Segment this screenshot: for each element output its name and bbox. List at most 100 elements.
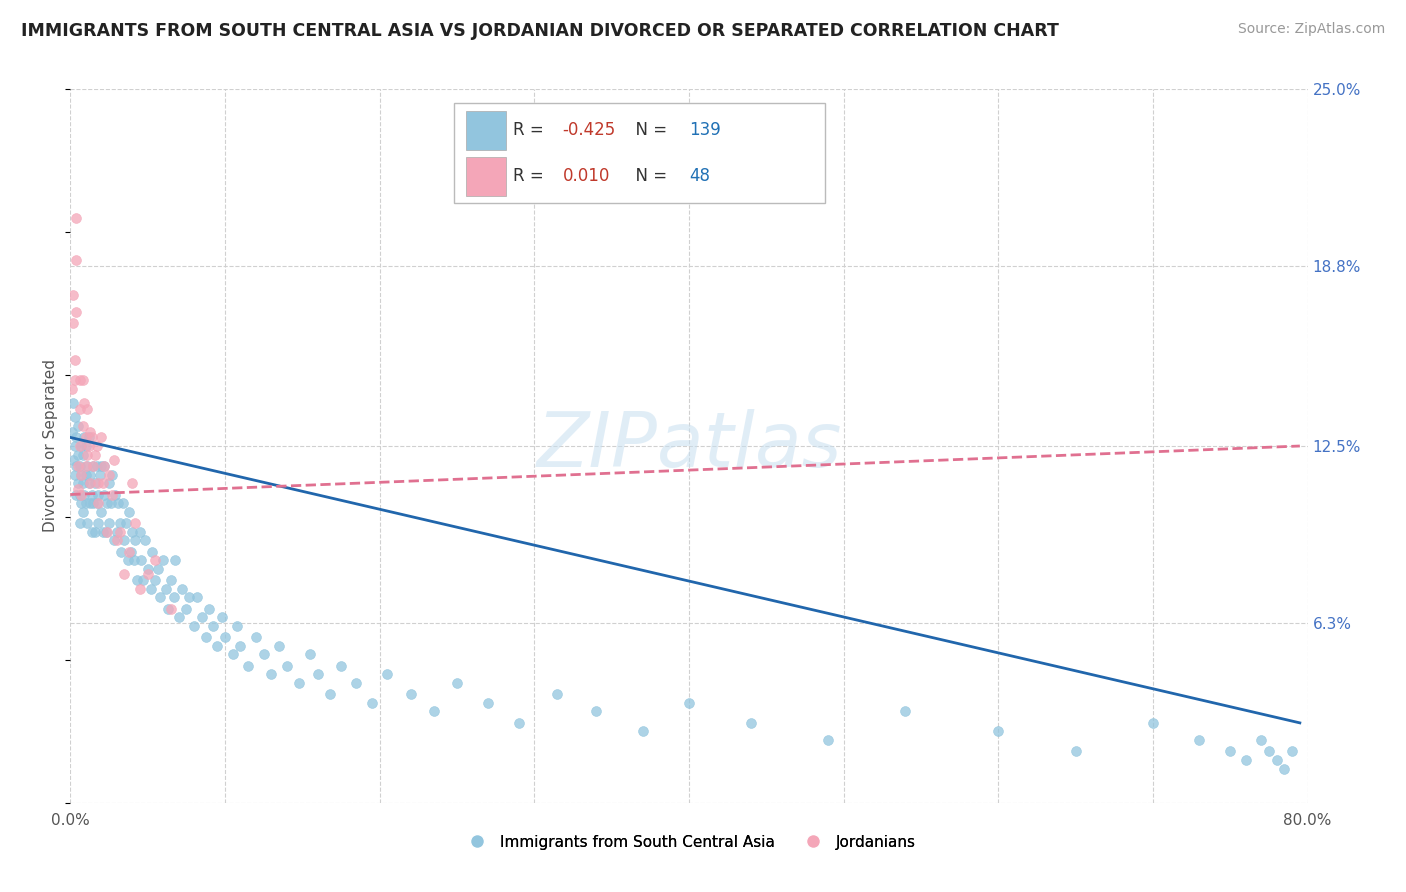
FancyBboxPatch shape [467, 112, 506, 150]
Point [79, 467, 101, 482]
Point [69, 401, 91, 416]
Point [114, 567, 135, 582]
Point [174, 601, 197, 615]
Point [65, 430, 87, 444]
Point [100, 496, 122, 510]
Point [740, 715, 762, 730]
Point [103, 453, 125, 467]
Point [260, 667, 283, 681]
Point [101, 487, 124, 501]
Point [145, 573, 166, 587]
Point [152, 553, 174, 567]
Point [63, 439, 86, 453]
Point [75, 458, 97, 473]
Point [86, 496, 108, 510]
Point [72, 419, 94, 434]
Point [131, 553, 153, 567]
Point [60, 425, 83, 439]
Point [111, 496, 134, 510]
Point [132, 573, 155, 587]
Point [183, 619, 205, 633]
Text: N =: N = [624, 121, 672, 139]
Point [69, 373, 91, 387]
Point [90, 430, 112, 444]
Point [149, 591, 172, 605]
Point [201, 619, 224, 633]
Point [160, 573, 183, 587]
Point [547, 687, 569, 701]
Y-axis label: Divorced or Separated: Divorced or Separated [44, 359, 59, 533]
Point [63, 373, 86, 387]
Text: N =: N = [624, 168, 672, 186]
Point [75, 496, 97, 510]
Point [67, 476, 90, 491]
Point [76, 458, 98, 473]
Point [1219, 744, 1241, 758]
Point [288, 676, 311, 690]
Point [87, 476, 110, 491]
Point [70, 439, 93, 453]
Point [319, 687, 342, 701]
Point [67, 458, 90, 473]
Point [62, 316, 84, 330]
Point [90, 458, 112, 473]
Point [1234, 753, 1257, 767]
Point [136, 562, 159, 576]
Point [299, 648, 322, 662]
Point [134, 533, 156, 548]
Point [1274, 762, 1296, 776]
Point [93, 458, 115, 473]
Text: -0.425: -0.425 [562, 121, 616, 139]
Point [77, 439, 100, 453]
Point [87, 487, 110, 501]
Point [115, 516, 138, 530]
Point [79, 496, 101, 510]
Point [79, 425, 101, 439]
Point [63, 467, 86, 482]
Point [346, 676, 368, 690]
Point [121, 524, 143, 539]
Point [98, 476, 120, 491]
Text: ZIPatlas: ZIPatlas [536, 409, 842, 483]
Point [73, 430, 96, 444]
Point [98, 467, 120, 482]
Point [139, 582, 162, 596]
Point [987, 724, 1010, 739]
Point [67, 419, 90, 434]
Text: R =: R = [513, 121, 550, 139]
Point [69, 516, 91, 530]
Point [160, 601, 183, 615]
Point [120, 544, 142, 558]
Point [70, 487, 93, 501]
Point [67, 482, 90, 496]
Point [62, 396, 84, 410]
Point [79, 476, 101, 491]
Text: R =: R = [513, 168, 550, 186]
Point [108, 524, 131, 539]
Point [1188, 733, 1211, 747]
Point [179, 591, 201, 605]
Point [75, 467, 97, 482]
Point [330, 658, 353, 673]
Point [156, 601, 179, 615]
Point [103, 533, 125, 548]
Text: Source: ZipAtlas.com: Source: ZipAtlas.com [1237, 22, 1385, 37]
Point [62, 287, 84, 301]
Point [148, 562, 170, 576]
Point [446, 676, 468, 690]
Point [90, 505, 112, 519]
Point [631, 724, 654, 739]
Point [105, 524, 128, 539]
Point [585, 705, 607, 719]
Point [63, 410, 86, 425]
Point [93, 458, 115, 473]
Point [70, 467, 93, 482]
FancyBboxPatch shape [454, 103, 825, 203]
Point [67, 448, 90, 462]
Point [222, 648, 245, 662]
Point [63, 353, 86, 368]
Point [69, 439, 91, 453]
Point [399, 687, 422, 701]
Point [361, 696, 384, 710]
Point [94, 524, 117, 539]
